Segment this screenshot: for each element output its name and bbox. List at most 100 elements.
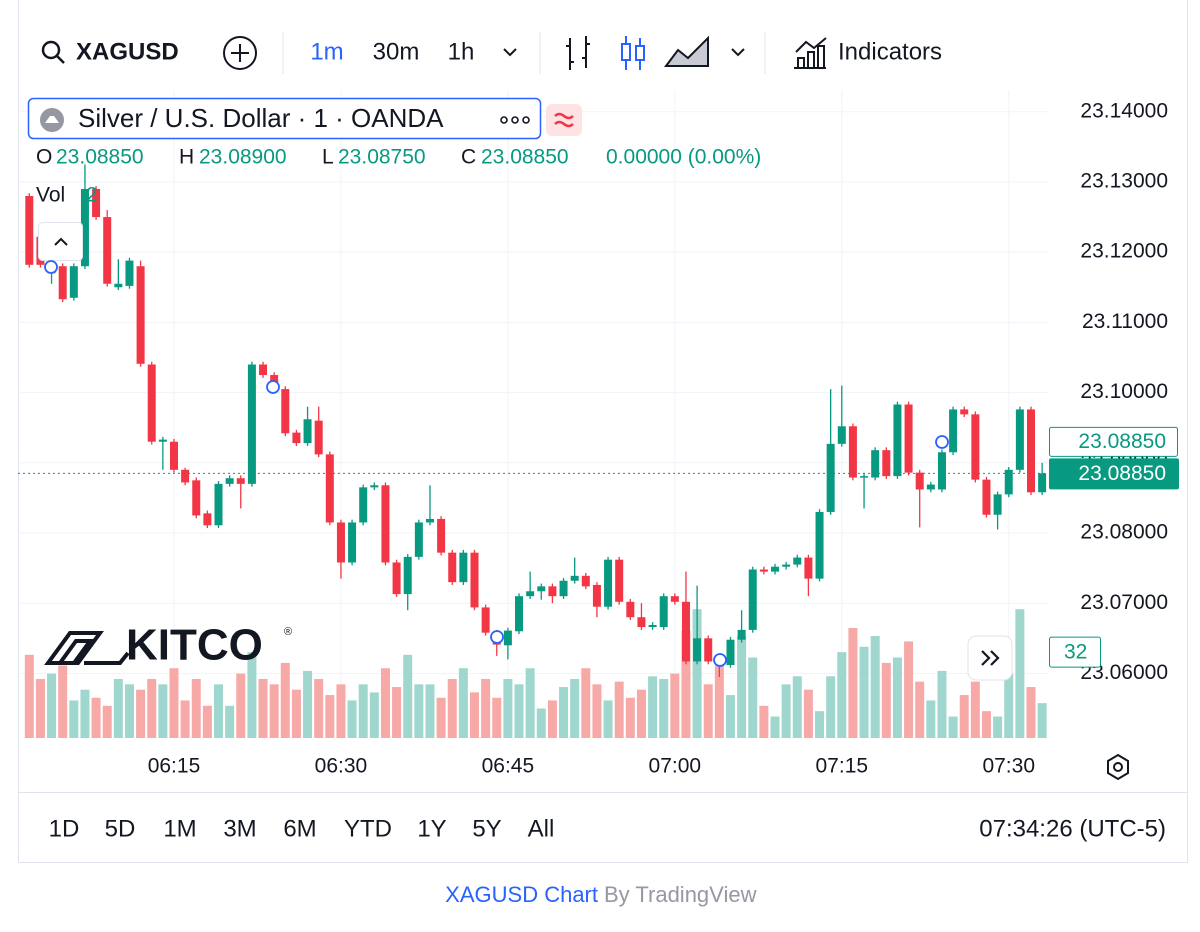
search-icon[interactable] (41, 40, 61, 60)
candle-body (592, 584, 601, 607)
indicators-icon[interactable] (794, 37, 827, 69)
volume-bar (236, 673, 246, 738)
candle-body (759, 569, 768, 572)
candle-body (247, 364, 256, 484)
candle-body (804, 557, 813, 579)
interval[interactable]: 1m (310, 38, 343, 65)
candle-body (181, 469, 190, 483)
volume-bar (681, 630, 691, 738)
event-markers[interactable] (44, 260, 949, 667)
add-button[interactable] (231, 44, 249, 62)
bars-icon[interactable] (566, 36, 590, 70)
range-button[interactable]: 1M (163, 815, 196, 842)
footer-link[interactable]: XAGUSD Chart (445, 882, 598, 907)
status-badge[interactable] (546, 104, 582, 136)
volume-label: 32 (1064, 641, 1087, 664)
change: 0.00000 (0.00%) (606, 146, 761, 169)
indicators-button[interactable]: Indicators (838, 38, 942, 65)
volume-bar (536, 708, 546, 738)
settings-icon[interactable] (1107, 753, 1129, 781)
ohlc-value: 23.08750 (338, 146, 426, 169)
volume-bar (147, 678, 157, 738)
interval[interactable]: 1h (448, 38, 475, 65)
range-button[interactable]: 1Y (417, 815, 446, 842)
volume-bar (892, 657, 902, 738)
candle-body (693, 638, 702, 662)
candle-body (1038, 473, 1047, 493)
volume-bar (581, 668, 591, 738)
range-button[interactable]: All (528, 815, 555, 842)
ohlc-key: C (461, 146, 476, 169)
volume-bar (169, 668, 179, 738)
search-icon[interactable] (56, 55, 65, 64)
footer-by: By TradingView (604, 882, 757, 907)
candle-body (704, 638, 713, 662)
volume-value: 2 (86, 184, 98, 207)
candle-body (548, 586, 557, 597)
range-button[interactable]: 3M (223, 815, 256, 842)
volume-bar (570, 678, 580, 738)
legend-box[interactable] (27, 97, 542, 140)
candle-body (882, 450, 891, 477)
candle-body (236, 478, 245, 484)
volume-bar (1026, 687, 1036, 738)
candle-body (69, 266, 78, 298)
candle-body (158, 439, 167, 442)
candle-body (136, 266, 145, 364)
chevron[interactable] (731, 48, 745, 57)
volume-bar (803, 689, 813, 738)
volume-bar (848, 627, 858, 738)
volume-bar (670, 673, 680, 738)
watermark-mark: ® (284, 626, 292, 638)
volume-bar (380, 668, 390, 738)
volume-bar (191, 678, 201, 738)
volume-bar (636, 689, 646, 738)
volume-bar (737, 636, 747, 738)
volume-bar (603, 700, 613, 738)
symbol[interactable]: XAGUSD (76, 38, 179, 65)
candle-body (826, 443, 835, 512)
candle-body (815, 511, 824, 579)
candle-body (626, 601, 635, 618)
volume-bar (35, 678, 45, 738)
interval[interactable]: 30m (373, 38, 420, 65)
range-button[interactable]: 5D (105, 815, 136, 842)
range-button[interactable]: 1D (49, 815, 80, 842)
range-button[interactable]: YTD (344, 815, 392, 842)
area-icon[interactable] (664, 35, 709, 67)
more-button[interactable] (500, 116, 530, 124)
candle-body (314, 420, 323, 455)
plot-area: 23.14000 23.13000 23.12000 23.11000 23.10000… (18, 90, 1179, 778)
volume-bar (859, 646, 869, 738)
range-button[interactable]: 6M (283, 815, 316, 842)
legend-title: Silver / U.S. Dollar · 1 · OANDA (78, 103, 444, 133)
candle-body (771, 566, 780, 572)
settings-icon[interactable] (1113, 762, 1123, 772)
candle-body (737, 629, 746, 640)
candle-body (125, 260, 134, 286)
range-button[interactable]: 5Y (472, 815, 501, 842)
volume-bar (937, 670, 947, 738)
add-button[interactable] (223, 36, 257, 70)
candle-body (147, 364, 156, 442)
candle-body (871, 450, 880, 478)
volume-bar (303, 670, 313, 738)
candle-body (670, 596, 679, 602)
candles-icon[interactable] (621, 43, 631, 61)
price-label: 23.08850 (1078, 430, 1166, 453)
collapse-button[interactable] (54, 237, 68, 246)
collapse-button[interactable] (38, 222, 83, 261)
chevron[interactable] (503, 48, 517, 57)
status-badge[interactable] (554, 112, 574, 128)
scroll-button[interactable] (981, 650, 1000, 666)
volume-bar (80, 689, 90, 738)
volume-bar (358, 684, 368, 738)
candle-body (659, 596, 668, 628)
candle-body (515, 596, 524, 632)
volume-bar (113, 678, 123, 738)
volume-bar (124, 684, 134, 738)
volume-bar (692, 609, 702, 738)
volume-bar (625, 697, 635, 738)
candles-icon[interactable] (635, 45, 645, 61)
candle-body (982, 479, 991, 515)
